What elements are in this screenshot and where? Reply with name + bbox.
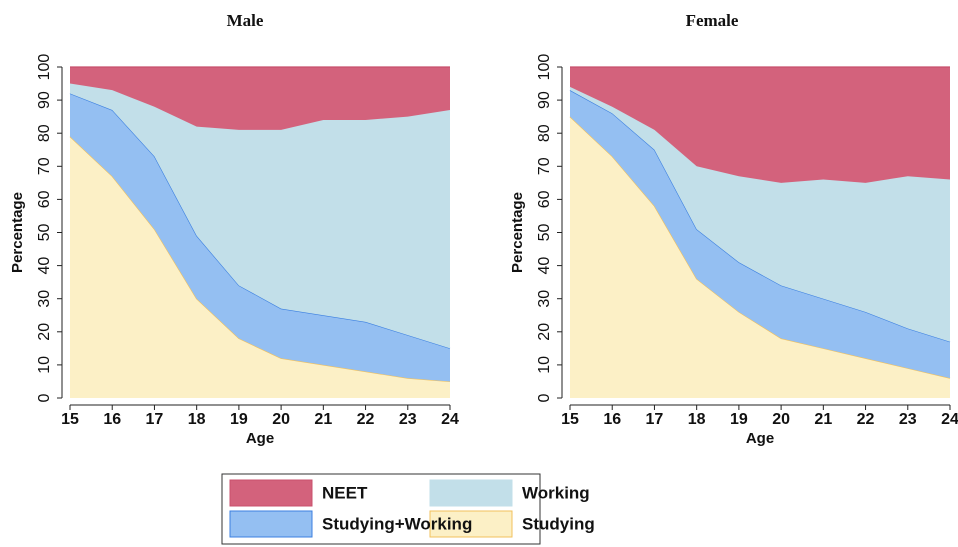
x-tick-label: 24 bbox=[941, 411, 958, 428]
x-tick-label: 19 bbox=[230, 411, 248, 428]
x-tick-label: 23 bbox=[399, 411, 417, 428]
y-tick-label: 40 bbox=[36, 257, 53, 275]
x-tick-label: 18 bbox=[688, 411, 706, 428]
x-tick-label: 16 bbox=[103, 411, 121, 428]
x-tick-label: 22 bbox=[357, 411, 375, 428]
y-tick-label: 30 bbox=[36, 290, 53, 308]
legend-label: Working bbox=[522, 483, 590, 502]
y-tick-label: 90 bbox=[536, 91, 553, 109]
area bbox=[570, 67, 950, 183]
chart-title: Female bbox=[686, 11, 739, 30]
x-tick-label: 16 bbox=[603, 411, 621, 428]
x-tick-label: 19 bbox=[730, 411, 748, 428]
y-tick-label: 60 bbox=[36, 190, 53, 208]
legend-swatch bbox=[429, 510, 513, 538]
area bbox=[70, 93, 450, 382]
y-tick-label: 40 bbox=[536, 257, 553, 275]
y-tick-label: 50 bbox=[36, 224, 53, 242]
y-tick-label: 90 bbox=[36, 91, 53, 109]
x-tick-label: 20 bbox=[772, 411, 790, 428]
y-axis-label: Percentage bbox=[9, 192, 26, 273]
y-tick-label: 0 bbox=[536, 393, 553, 402]
legend-label: NEET bbox=[322, 483, 368, 502]
legend-label: Studying bbox=[522, 514, 595, 533]
x-tick-label: 15 bbox=[61, 411, 79, 428]
x-tick-label: 18 bbox=[188, 411, 206, 428]
legend-swatch bbox=[229, 510, 313, 538]
y-tick-label: 20 bbox=[36, 323, 53, 341]
area bbox=[570, 116, 950, 399]
x-tick-label: 20 bbox=[272, 411, 290, 428]
y-tick-label: 0 bbox=[36, 393, 53, 402]
y-tick-label: 50 bbox=[536, 224, 553, 242]
legend-swatch bbox=[429, 479, 513, 507]
area bbox=[70, 83, 450, 349]
legend-label: Studying+Working bbox=[322, 514, 472, 533]
y-tick-label: 10 bbox=[536, 356, 553, 374]
y-tick-label: 80 bbox=[36, 124, 53, 142]
area bbox=[570, 86, 950, 342]
y-tick-label: 80 bbox=[536, 124, 553, 142]
y-tick-label: 60 bbox=[536, 190, 553, 208]
y-tick-label: 70 bbox=[536, 157, 553, 175]
y-tick-label: 70 bbox=[36, 157, 53, 175]
y-tick-label: 20 bbox=[536, 323, 553, 341]
x-tick-label: 22 bbox=[857, 411, 875, 428]
area bbox=[70, 67, 450, 130]
x-tick-label: 17 bbox=[646, 411, 664, 428]
x-axis-label: Age bbox=[746, 430, 774, 447]
x-axis-label: Age bbox=[246, 430, 274, 447]
legend-swatch bbox=[229, 479, 313, 507]
x-tick-label: 21 bbox=[814, 411, 832, 428]
y-axis-label: Percentage bbox=[509, 192, 526, 273]
y-tick-label: 30 bbox=[536, 290, 553, 308]
x-tick-label: 21 bbox=[314, 411, 332, 428]
area bbox=[570, 90, 950, 379]
chart-title: Male bbox=[227, 11, 264, 30]
x-tick-label: 17 bbox=[146, 411, 164, 428]
x-tick-label: 24 bbox=[441, 411, 459, 428]
y-tick-label: 100 bbox=[536, 54, 553, 81]
x-tick-label: 15 bbox=[561, 411, 579, 428]
area bbox=[70, 136, 450, 398]
y-tick-label: 10 bbox=[36, 356, 53, 374]
x-tick-label: 23 bbox=[899, 411, 917, 428]
y-tick-label: 100 bbox=[36, 54, 53, 81]
